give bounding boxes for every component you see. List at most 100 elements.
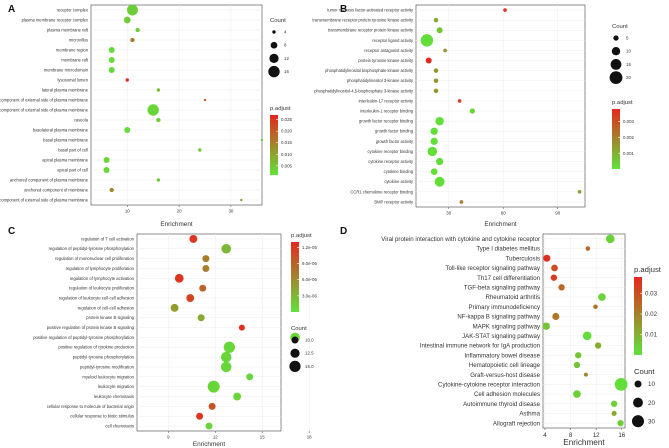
x-axis-title: Enrichment xyxy=(563,438,605,447)
colorbar-tick-label: 0.01 xyxy=(645,332,658,339)
panel-letter: C xyxy=(8,226,15,237)
size-legend-dot xyxy=(291,336,299,344)
x-tick-label: 9 xyxy=(167,434,170,439)
size-legend-dot xyxy=(611,47,621,56)
category-label: NF-kappa B signaling pathway xyxy=(457,314,541,321)
category-label: membrane microdomain xyxy=(44,67,89,72)
x-tick-label: 30 xyxy=(228,208,233,213)
category-label: growth factor receptor binding xyxy=(359,119,414,124)
size-legend-label: 15.0 xyxy=(305,364,314,369)
data-point xyxy=(433,88,439,94)
colorbar xyxy=(634,277,642,355)
category-label: Cytokine-cytokine receptor interaction xyxy=(438,381,540,388)
size-legend-dot xyxy=(633,397,643,408)
color-legend-title: p.adjust xyxy=(612,100,633,106)
panel-letter: A xyxy=(8,4,15,15)
panel-d: D Viral protein interaction with cytokine… xyxy=(340,226,662,447)
plot-area xyxy=(136,233,282,432)
category-label: Th17 cell differentiation xyxy=(477,275,540,282)
colorbar-tick-label: 0.002 xyxy=(623,135,635,140)
category-label: tumor necrosis factor-activated receptor… xyxy=(327,7,414,12)
x-tick-label: 30 xyxy=(446,210,451,215)
data-point xyxy=(430,137,438,145)
category-label: plasma membrane raft xyxy=(47,27,89,32)
x-tick-label: 10 xyxy=(125,208,130,213)
category-label: growth factor activity xyxy=(376,139,414,144)
category-label: Graft-versus-host disease xyxy=(470,372,540,379)
colorbar-tick-label: 9.0e-06 xyxy=(302,261,317,266)
category-label: peptidyl-tyrosine modification xyxy=(80,364,135,369)
data-point xyxy=(427,146,438,157)
data-point xyxy=(246,373,254,381)
data-point xyxy=(156,117,161,123)
colorbar-tick-label: 0.025 xyxy=(281,117,293,122)
data-point xyxy=(127,4,138,16)
x-axis-title: Enrichment xyxy=(193,441,226,448)
data-point xyxy=(125,78,129,82)
data-point xyxy=(124,127,131,133)
data-point xyxy=(433,68,439,73)
data-point xyxy=(233,392,242,401)
category-label: protein tyrosine kinase activity xyxy=(358,58,414,63)
size-legend-dot xyxy=(289,360,301,373)
colorbar xyxy=(270,115,278,175)
color-legend-title: p.adjust xyxy=(634,265,662,274)
x-tick-label: 60 xyxy=(501,210,506,215)
category-label: positive regulation of peptidyl-tyrosine… xyxy=(33,335,134,340)
category-label: growth factor binding xyxy=(375,129,414,134)
category-label: basolateral plasma membrane xyxy=(33,127,89,132)
category-label: receptor antagonist activity xyxy=(364,48,414,53)
data-point xyxy=(156,88,161,92)
category-label: Allograft rejection xyxy=(493,420,540,427)
category-label: basal plasma membrane xyxy=(43,137,89,142)
category-label: regulation of peptidyl-tyrosine phosphor… xyxy=(49,246,135,251)
data-point xyxy=(614,377,628,391)
data-point xyxy=(594,342,602,349)
colorbar-tick-label: 0.02 xyxy=(645,311,658,318)
category-label: phosphatidylinositol bisphosphate kinase… xyxy=(325,68,414,73)
category-label: Intestinal immune network for IgA produc… xyxy=(420,343,540,350)
category-label: receptor complex xyxy=(57,7,88,12)
data-point xyxy=(130,37,135,43)
size-legend-label: 12 xyxy=(284,56,289,61)
category-label: Inflammatory bowel disease xyxy=(464,352,540,359)
data-point xyxy=(558,284,565,291)
colorbar-tick-label: 3.0e-06 xyxy=(302,293,317,298)
category-label: peptidyl-tyrosine phosphorylation xyxy=(73,355,135,360)
category-label: positive regulation of cytokine producti… xyxy=(58,345,134,350)
category-label: leukocyte migration xyxy=(98,384,135,389)
category-label: MAPK signaling pathway xyxy=(473,323,541,330)
category-label: interleukin-1 receptor binding xyxy=(360,108,414,113)
x-tick-label: 20 xyxy=(177,208,182,213)
data-point xyxy=(202,255,210,263)
data-point xyxy=(202,264,210,272)
category-label: lysosomal lumen xyxy=(58,77,89,82)
data-point xyxy=(436,27,443,34)
category-label: regulation of lymphocyte proliferation xyxy=(66,266,135,271)
size-legend-title: Count xyxy=(270,18,286,24)
category-label: TGF-beta signaling pathway xyxy=(464,284,541,291)
category-label: transmembrane receptor protein kinase ac… xyxy=(328,28,414,33)
color-legend-title: p.adjust xyxy=(291,233,312,239)
category-label: cytokine activity xyxy=(384,179,414,184)
data-point xyxy=(585,246,591,251)
x-tick-label: 12 xyxy=(213,434,218,439)
category-label: leukocyte chemotaxis xyxy=(94,394,134,399)
category-label: Type I diabetes mellitus xyxy=(476,246,540,253)
data-point xyxy=(575,352,582,359)
color-legend-title: p.adjust xyxy=(270,106,291,112)
size-legend-dot xyxy=(272,30,276,34)
category-label: apical part of cell xyxy=(57,167,88,172)
x-tick-label: 90 xyxy=(555,210,560,215)
data-point xyxy=(435,116,444,126)
data-point xyxy=(170,303,179,312)
size-legend-dot xyxy=(270,41,278,49)
category-label: anchored component of plasma membrane xyxy=(10,177,89,182)
category-label: anchored component of membrane xyxy=(24,187,88,192)
data-point xyxy=(186,294,195,302)
data-point xyxy=(593,304,598,310)
category-label: interleukin-17 receptor activity xyxy=(359,98,414,103)
category-label: BMP receptor activity xyxy=(374,199,414,204)
category-label: lateral plasma membrane xyxy=(42,87,89,92)
